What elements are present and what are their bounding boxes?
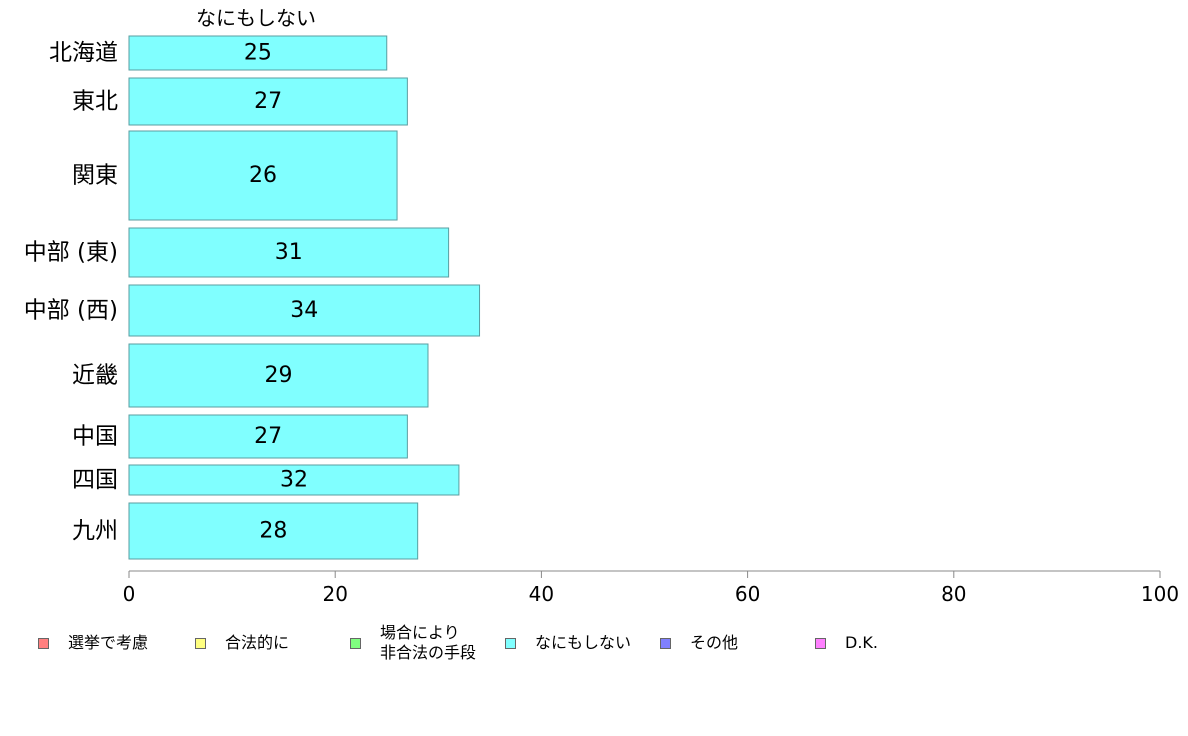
legend-item: 場合により 非合法の手段 bbox=[350, 620, 476, 666]
bar bbox=[128, 77, 408, 126]
x-tick-label: 20 bbox=[322, 582, 347, 606]
bar-value-label: 34 bbox=[290, 298, 318, 323]
legend: 選挙で考慮 合法的に 場合により 非合法の手段 なにもしない その他 D.K. bbox=[38, 620, 1138, 666]
bar bbox=[128, 464, 460, 496]
legend-swatch bbox=[815, 637, 826, 649]
bar bbox=[128, 35, 388, 71]
bar bbox=[128, 130, 398, 221]
x-axis: 0 20 40 60 80 100 bbox=[123, 570, 1179, 606]
legend-label: 場合により 非合法の手段 bbox=[380, 623, 477, 662]
category-label: 北海道 bbox=[49, 40, 118, 66]
legend-swatch bbox=[350, 637, 361, 649]
x-tick-label: 100 bbox=[1141, 582, 1179, 606]
legend-swatch bbox=[505, 637, 516, 649]
category-label: 近畿 bbox=[72, 363, 118, 389]
category-label: 九州 bbox=[72, 518, 118, 544]
legend-item: 選挙で考慮 bbox=[38, 620, 148, 666]
category-label: 四国 bbox=[72, 467, 118, 493]
category-label: 中部 (西) bbox=[24, 298, 118, 324]
bar bbox=[128, 343, 429, 408]
bar bbox=[128, 227, 450, 278]
bar-value-label: 25 bbox=[244, 41, 272, 66]
bar-value-label: 32 bbox=[280, 468, 308, 493]
bar-value-label: 29 bbox=[264, 363, 292, 388]
legend-label: 合法的に bbox=[225, 633, 290, 652]
bar-value-label: 27 bbox=[254, 424, 282, 449]
bar-value-label: 31 bbox=[275, 240, 303, 265]
bar-value-label: 27 bbox=[254, 89, 282, 114]
bar bbox=[128, 502, 419, 560]
legend-label: なにもしない bbox=[535, 633, 632, 652]
legend-label: 選挙で考慮 bbox=[68, 633, 149, 652]
column-title: なにもしない bbox=[196, 6, 316, 30]
bar-chart: なにもしない 25 北海道 27 東北 26 関東 31 中部 (東) 34 中部 (西) 29 近畿… bbox=[24, 6, 1179, 606]
legend-item: D.K. bbox=[815, 620, 878, 666]
bar bbox=[128, 284, 481, 337]
bar bbox=[128, 414, 408, 459]
legend-swatch bbox=[660, 637, 671, 649]
legend-label: D.K. bbox=[845, 633, 878, 652]
x-tick-label: 80 bbox=[941, 582, 966, 606]
legend-label: その他 bbox=[690, 633, 739, 652]
legend-swatch bbox=[38, 637, 49, 649]
legend-item: なにもしない bbox=[505, 620, 631, 666]
x-tick-label: 0 bbox=[123, 582, 136, 606]
bar-value-label: 28 bbox=[259, 519, 287, 544]
x-tick-label: 60 bbox=[735, 582, 760, 606]
category-label: 関東 bbox=[72, 163, 118, 189]
legend-item: その他 bbox=[660, 620, 738, 666]
x-tick-label: 40 bbox=[529, 582, 554, 606]
bars-layer: 25 北海道 27 東北 26 関東 31 中部 (東) 34 中部 (西) 29 近畿 27 中国 32 四… bbox=[24, 35, 481, 560]
category-label: 中部 (東) bbox=[24, 240, 118, 266]
bar-value-label: 26 bbox=[249, 163, 277, 188]
legend-swatch bbox=[195, 637, 206, 649]
category-label: 東北 bbox=[72, 89, 118, 115]
legend-item: 合法的に bbox=[195, 620, 289, 666]
category-label: 中国 bbox=[72, 424, 118, 450]
